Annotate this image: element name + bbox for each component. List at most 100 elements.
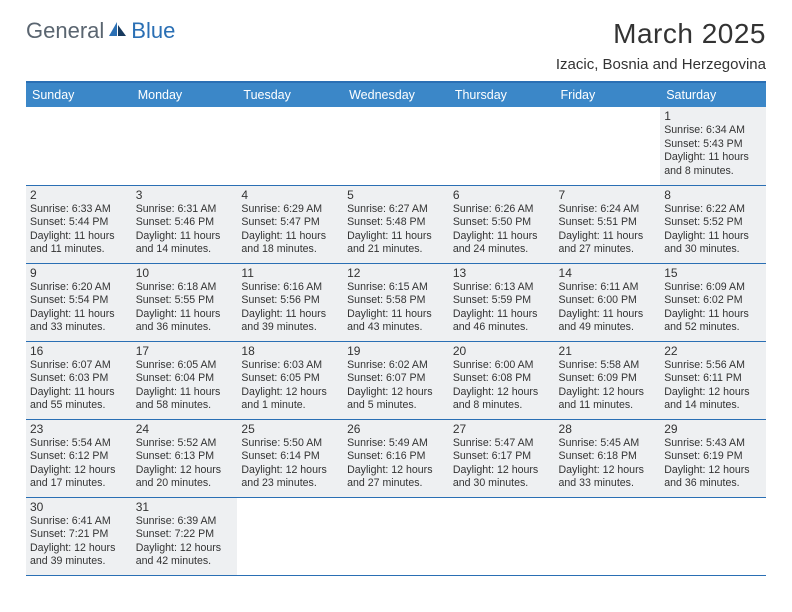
day-line: and 23 minutes. [241, 477, 339, 491]
day-content: 29Sunrise: 5:43 AMSunset: 6:19 PMDayligh… [660, 420, 766, 497]
day-line: Sunrise: 6:03 AM [241, 359, 339, 373]
day-number: 21 [559, 344, 657, 358]
day-line: Sunset: 5:46 PM [136, 216, 234, 230]
day-line: and 14 minutes. [664, 399, 762, 413]
day-cell [237, 497, 343, 575]
day-line: Daylight: 11 hours [347, 308, 445, 322]
day-content: 7Sunrise: 6:24 AMSunset: 5:51 PMDaylight… [555, 186, 661, 263]
day-number: 7 [559, 188, 657, 202]
day-line: Sunrise: 5:52 AM [136, 437, 234, 451]
day-content: 15Sunrise: 6:09 AMSunset: 6:02 PMDayligh… [660, 264, 766, 341]
day-cell [237, 107, 343, 185]
day-cell: 15Sunrise: 6:09 AMSunset: 6:02 PMDayligh… [660, 263, 766, 341]
day-line: and 30 minutes. [664, 243, 762, 257]
day-number: 2 [30, 188, 128, 202]
day-line: Daylight: 11 hours [453, 308, 551, 322]
day-number: 31 [136, 500, 234, 514]
day-line: Daylight: 12 hours [347, 464, 445, 478]
logo-text-blue: Blue [131, 18, 175, 44]
day-line: Sunset: 5:50 PM [453, 216, 551, 230]
day-line: Daylight: 11 hours [30, 230, 128, 244]
day-number: 8 [664, 188, 762, 202]
day-line: Daylight: 11 hours [136, 386, 234, 400]
day-number: 22 [664, 344, 762, 358]
week-row: 23Sunrise: 5:54 AMSunset: 6:12 PMDayligh… [26, 419, 766, 497]
day-line: Sunrise: 5:54 AM [30, 437, 128, 451]
day-number: 24 [136, 422, 234, 436]
day-line: Sunset: 7:22 PM [136, 528, 234, 542]
day-line: Daylight: 12 hours [241, 464, 339, 478]
day-line: and 14 minutes. [136, 243, 234, 257]
day-line: and 27 minutes. [559, 243, 657, 257]
day-line: and 46 minutes. [453, 321, 551, 335]
day-cell: 4Sunrise: 6:29 AMSunset: 5:47 PMDaylight… [237, 185, 343, 263]
day-line: Sunset: 5:52 PM [664, 216, 762, 230]
day-content: 28Sunrise: 5:45 AMSunset: 6:18 PMDayligh… [555, 420, 661, 497]
day-number: 14 [559, 266, 657, 280]
day-cell: 20Sunrise: 6:00 AMSunset: 6:08 PMDayligh… [449, 341, 555, 419]
day-cell [449, 107, 555, 185]
day-line: Sunrise: 5:56 AM [664, 359, 762, 373]
day-line: and 30 minutes. [453, 477, 551, 491]
day-line: and 21 minutes. [347, 243, 445, 257]
day-line: and 42 minutes. [136, 555, 234, 569]
day-cell [26, 107, 132, 185]
day-line: and 33 minutes. [30, 321, 128, 335]
day-line: Sunset: 6:13 PM [136, 450, 234, 464]
header: General Blue March 2025 Izacic, Bosnia a… [26, 18, 766, 73]
day-line: Daylight: 11 hours [664, 151, 762, 165]
day-line: Sunrise: 6:15 AM [347, 281, 445, 295]
day-line: and 20 minutes. [136, 477, 234, 491]
day-line: Daylight: 12 hours [136, 464, 234, 478]
day-content: 26Sunrise: 5:49 AMSunset: 6:16 PMDayligh… [343, 420, 449, 497]
logo: General Blue [26, 18, 175, 44]
day-line: Daylight: 12 hours [30, 464, 128, 478]
day-cell: 14Sunrise: 6:11 AMSunset: 6:00 PMDayligh… [555, 263, 661, 341]
day-content: 2Sunrise: 6:33 AMSunset: 5:44 PMDaylight… [26, 186, 132, 263]
day-line: Sunrise: 5:49 AM [347, 437, 445, 451]
day-content: 19Sunrise: 6:02 AMSunset: 6:07 PMDayligh… [343, 342, 449, 419]
day-line: Daylight: 12 hours [347, 386, 445, 400]
location: Izacic, Bosnia and Herzegovina [556, 56, 766, 73]
day-line: Sunrise: 5:50 AM [241, 437, 339, 451]
sail-icon [107, 20, 129, 38]
day-line: Sunrise: 6:33 AM [30, 203, 128, 217]
day-line: Sunrise: 6:41 AM [30, 515, 128, 529]
day-content: 4Sunrise: 6:29 AMSunset: 5:47 PMDaylight… [237, 186, 343, 263]
day-content: 14Sunrise: 6:11 AMSunset: 6:00 PMDayligh… [555, 264, 661, 341]
day-number: 4 [241, 188, 339, 202]
day-content: 8Sunrise: 6:22 AMSunset: 5:52 PMDaylight… [660, 186, 766, 263]
day-line: and 52 minutes. [664, 321, 762, 335]
weekday-header: Friday [555, 83, 661, 107]
day-line: Sunrise: 6:22 AM [664, 203, 762, 217]
day-line: Sunset: 6:18 PM [559, 450, 657, 464]
day-line: Sunset: 6:17 PM [453, 450, 551, 464]
day-line: Sunset: 6:16 PM [347, 450, 445, 464]
day-line: Sunrise: 6:05 AM [136, 359, 234, 373]
weekday-header: Thursday [449, 83, 555, 107]
day-number: 10 [136, 266, 234, 280]
day-content: 1Sunrise: 6:34 AMSunset: 5:43 PMDaylight… [660, 107, 766, 185]
day-line: Daylight: 11 hours [664, 308, 762, 322]
day-number: 13 [453, 266, 551, 280]
day-line: Daylight: 11 hours [136, 230, 234, 244]
day-number: 23 [30, 422, 128, 436]
day-line: Sunset: 7:21 PM [30, 528, 128, 542]
day-line: Sunset: 6:09 PM [559, 372, 657, 386]
day-cell: 22Sunrise: 5:56 AMSunset: 6:11 PMDayligh… [660, 341, 766, 419]
day-number: 25 [241, 422, 339, 436]
day-line: Sunset: 5:47 PM [241, 216, 339, 230]
day-line: Daylight: 11 hours [559, 308, 657, 322]
day-cell [343, 497, 449, 575]
day-content: 30Sunrise: 6:41 AMSunset: 7:21 PMDayligh… [26, 498, 132, 575]
day-line: Sunset: 5:44 PM [30, 216, 128, 230]
day-cell: 30Sunrise: 6:41 AMSunset: 7:21 PMDayligh… [26, 497, 132, 575]
day-line: Sunrise: 6:07 AM [30, 359, 128, 373]
day-content: 16Sunrise: 6:07 AMSunset: 6:03 PMDayligh… [26, 342, 132, 419]
week-row: 9Sunrise: 6:20 AMSunset: 5:54 PMDaylight… [26, 263, 766, 341]
day-line: and 11 minutes. [30, 243, 128, 257]
day-number: 18 [241, 344, 339, 358]
calendar-body: 1Sunrise: 6:34 AMSunset: 5:43 PMDaylight… [26, 107, 766, 575]
day-line: Daylight: 11 hours [30, 386, 128, 400]
day-line: Sunset: 5:48 PM [347, 216, 445, 230]
